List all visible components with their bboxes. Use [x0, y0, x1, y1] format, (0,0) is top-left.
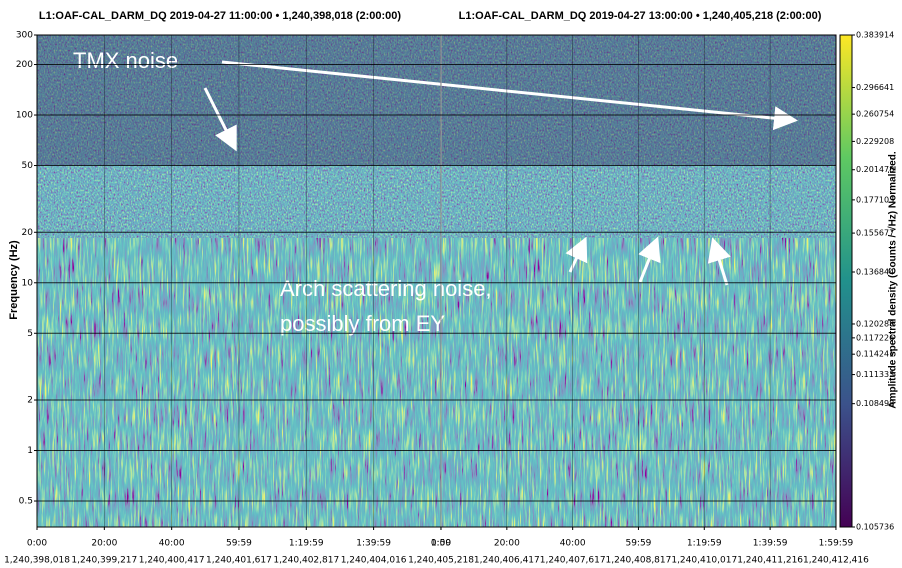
- x-tick-gps: 1,240,404,016: [341, 556, 407, 566]
- arrow: [707, 237, 731, 286]
- x-tick-gps: 1,240,402,817: [273, 556, 339, 566]
- x-tick-label: 20:00: [494, 539, 520, 549]
- panel-title: L1:OAF-CAL_DARM_DQ 2019-04-27 13:00:00 •…: [459, 10, 822, 22]
- y-tick-label: 1: [27, 446, 33, 456]
- x-tick-label: 1:19:59: [289, 539, 324, 549]
- x-tick-gps: 1,240,411,216: [737, 556, 803, 566]
- x-tick-gps: 1,240,406,417: [474, 556, 540, 566]
- annotations: TMX noise Arch scattering noise, possibl…: [73, 48, 798, 336]
- y-tick-label: 100: [16, 111, 33, 121]
- spectrogram-low: [37, 238, 836, 527]
- colorbar-tick-label: 0.111333: [856, 370, 894, 379]
- y-tick-label: 300: [16, 31, 33, 41]
- colorbar-tick-label: 0.117226: [856, 333, 894, 342]
- colorbar-tick-label: 0.260754: [856, 110, 894, 119]
- colorbar-tick-label: 0.108498: [856, 399, 894, 408]
- colorbar-tick-label: 0.229208: [856, 137, 894, 146]
- colorbar-tick-label: 0.114241: [856, 350, 894, 359]
- colorbar-tick-label: 0.383914: [856, 31, 894, 40]
- x-tick-gps: 1,240,407,617: [540, 556, 606, 566]
- shade: [37, 35, 836, 165]
- y-tick-label: 2: [27, 396, 33, 406]
- plot-frame: [36, 34, 837, 528]
- annotation: possibly from EY: [280, 311, 445, 336]
- y-tick-label: 0.5: [19, 497, 33, 507]
- colorbar-tick-label: 0.201478: [856, 165, 894, 174]
- colorbar-tick-label: 0.296641: [856, 83, 894, 92]
- arrow: [565, 236, 588, 273]
- x-tick-gps: 1,240,405,218: [408, 556, 474, 566]
- colorbar-frame: [839, 34, 853, 528]
- x-tick-label: 20:00: [91, 539, 117, 549]
- y-tick-label: 200: [16, 60, 33, 70]
- x-tick-gps: 1,240,400,417: [139, 556, 205, 566]
- spectrogram-area: [37, 35, 836, 527]
- x-tick-label: 1:59:59: [819, 539, 854, 549]
- colorbar-tick-label: 0.177103: [856, 195, 894, 204]
- x-tick-label: 1:39:59: [356, 539, 391, 549]
- colorbar-tick-label: 0.155677: [856, 229, 894, 238]
- spectrogram-high: [37, 35, 836, 238]
- x-tick-gps: 1,240,408,817: [606, 556, 672, 566]
- colorbar-tick-label: 0.136844: [856, 268, 894, 277]
- colorbar-label: Amplitude spectral density (Counts / √Hz…: [888, 151, 899, 408]
- x-tick-gps: 1,240,412,416: [803, 556, 869, 566]
- annotation: Arch scattering noise,: [280, 276, 492, 301]
- annotation: TMX noise: [73, 48, 178, 73]
- y-axis-label: Frequency (Hz): [8, 240, 20, 320]
- y-tick-label: 5: [27, 329, 33, 339]
- arrow: [203, 87, 237, 152]
- x-tick-label: 40:00: [560, 539, 586, 549]
- x-tick-label: 0:00: [431, 539, 451, 549]
- x-tick-gps: 1,240,398,018: [4, 556, 70, 566]
- x-tick-label: 59:59: [625, 539, 651, 549]
- y-tick-label: 50: [22, 161, 34, 171]
- panel-title: L1:OAF-CAL_DARM_DQ 2019-04-27 11:00:00 •…: [39, 10, 401, 22]
- x-tick-label: 0:00: [27, 539, 47, 549]
- x-tick-label: 1:39:59: [753, 539, 788, 549]
- arrow: [638, 236, 661, 283]
- y-tick-label: 20: [22, 228, 34, 238]
- colorbar: [840, 35, 852, 527]
- x-tick-label: 59:59: [226, 539, 252, 549]
- x-tick-label: 1:19:59: [687, 539, 722, 549]
- y-tick-label: 10: [22, 278, 34, 288]
- x-tick-gps: 1,240,410,017: [671, 556, 737, 566]
- colorbar-tick-label: 0.120288: [856, 319, 894, 328]
- x-tick-gps: 1,240,401,617: [206, 556, 272, 566]
- x-tick-label: 40:00: [159, 539, 185, 549]
- colorbar-tick-label: 0.105736: [856, 523, 894, 532]
- x-tick-gps: 1,240,399,217: [71, 556, 137, 566]
- x-tick-label: 1:59: [431, 539, 451, 549]
